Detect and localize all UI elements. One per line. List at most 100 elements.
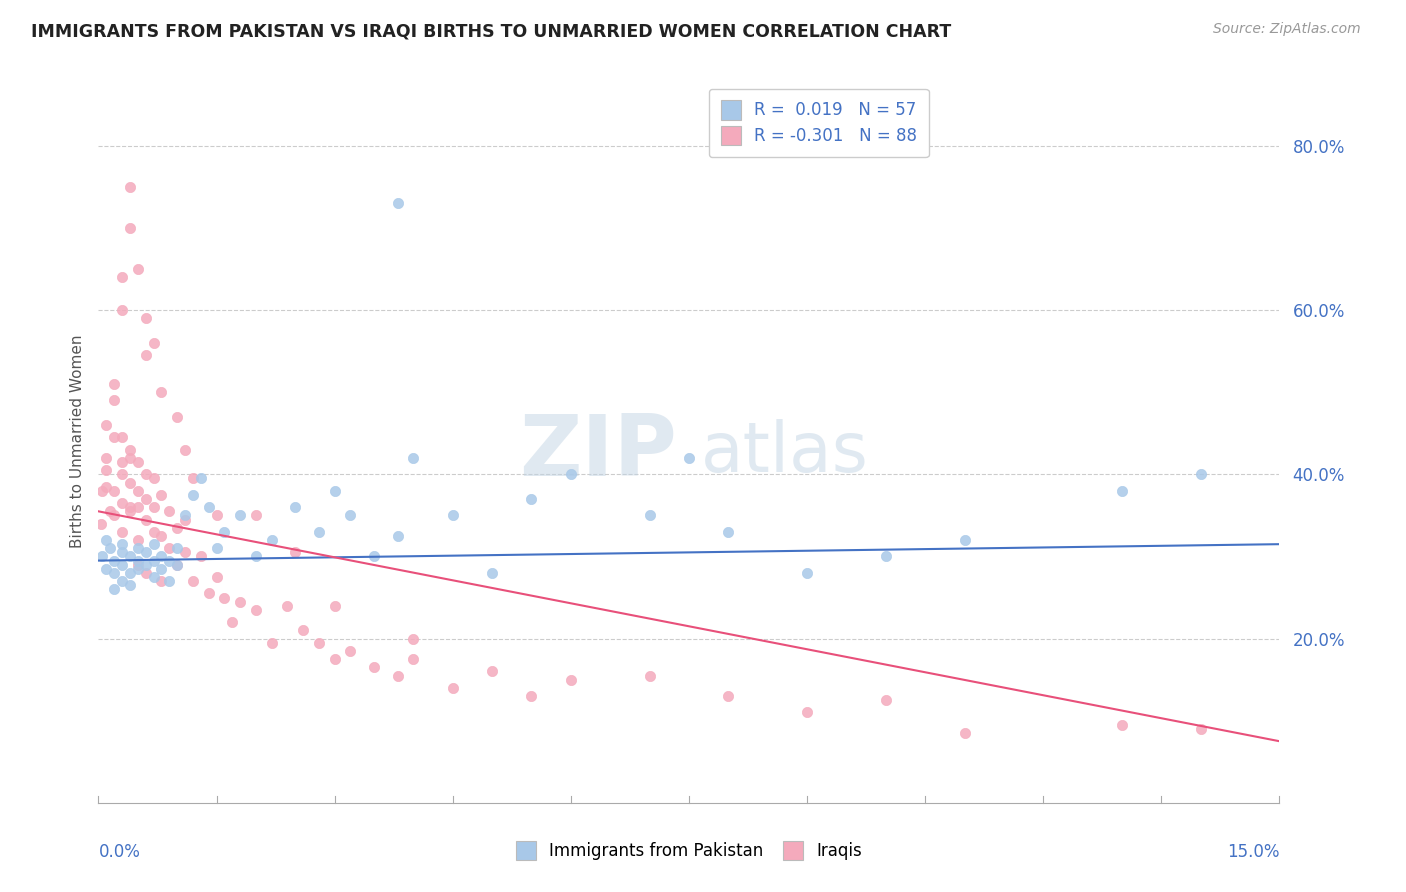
Point [197,500,219,515]
Point [103,553,125,567]
Point [118,180,141,194]
Text: Source: ZipAtlas.com: Source: ZipAtlas.com [1213,22,1361,37]
Text: 0.0%: 0.0% [98,843,141,861]
Point [181,574,204,588]
Point [111,524,134,539]
Point [205,508,228,523]
Point [118,566,141,580]
Text: IMMIGRANTS FROM PAKISTAN VS IRAQI BIRTHS TO UNMARRIED WOMEN CORRELATION CHART: IMMIGRANTS FROM PAKISTAN VS IRAQI BIRTHS… [31,22,952,40]
Point [387,196,409,211]
Point [174,442,197,457]
Point [387,529,409,543]
Point [127,553,149,567]
Point [118,578,141,592]
Point [481,566,503,580]
Point [98,504,121,518]
Point [339,644,361,658]
Point [127,500,149,515]
Point [103,508,125,523]
Point [91,549,114,564]
Point [111,496,134,510]
Point [190,471,212,485]
Point [953,533,976,547]
Point [796,566,818,580]
Point [127,562,149,576]
Text: ZIP: ZIP [519,411,678,494]
Point [402,450,425,465]
Point [166,558,188,572]
Point [127,483,149,498]
Point [103,430,125,444]
Point [96,463,118,477]
Point [441,508,464,523]
Point [1111,483,1133,498]
Point [96,533,118,547]
Point [796,706,818,720]
Point [111,558,134,572]
Point [142,524,165,539]
Point [875,549,897,564]
Point [111,270,134,285]
Point [142,537,165,551]
Point [481,665,503,679]
Point [205,570,228,584]
Point [717,524,740,539]
Point [953,726,976,740]
Point [150,529,173,543]
Point [402,632,425,646]
Point [118,500,141,515]
Point [127,533,149,547]
Text: 15.0%: 15.0% [1227,843,1279,861]
Point [166,521,188,535]
Point [157,504,180,518]
Point [260,636,283,650]
Point [402,652,425,666]
Point [135,545,157,559]
Point [150,574,173,588]
Point [229,508,252,523]
Point [363,549,385,564]
Point [91,483,114,498]
Point [142,570,165,584]
Legend: Immigrants from Pakistan, Iraqis: Immigrants from Pakistan, Iraqis [509,834,869,867]
Point [135,558,157,572]
Point [190,549,212,564]
Point [118,450,141,465]
Point [181,488,204,502]
Point [308,636,330,650]
Point [560,673,582,687]
Point [142,553,165,567]
Point [111,430,134,444]
Point [103,582,125,597]
Point [127,455,149,469]
Point [135,311,157,326]
Point [387,668,409,682]
Point [174,545,197,559]
Point [323,483,346,498]
Y-axis label: Births to Unmarried Women: Births to Unmarried Women [69,334,84,549]
Point [174,508,197,523]
Point [214,591,236,605]
Point [323,652,346,666]
Point [245,549,267,564]
Point [103,393,125,408]
Point [96,450,118,465]
Point [166,409,188,424]
Point [90,516,112,531]
Point [111,303,134,318]
Point [284,545,307,559]
Point [142,500,165,515]
Point [127,558,149,572]
Point [135,566,157,580]
Point [363,660,385,674]
Point [150,549,173,564]
Point [157,553,180,567]
Point [118,442,141,457]
Point [150,562,173,576]
Point [142,471,165,485]
Point [96,562,118,576]
Point [111,537,134,551]
Point [1111,718,1133,732]
Point [150,385,173,400]
Point [174,512,197,526]
